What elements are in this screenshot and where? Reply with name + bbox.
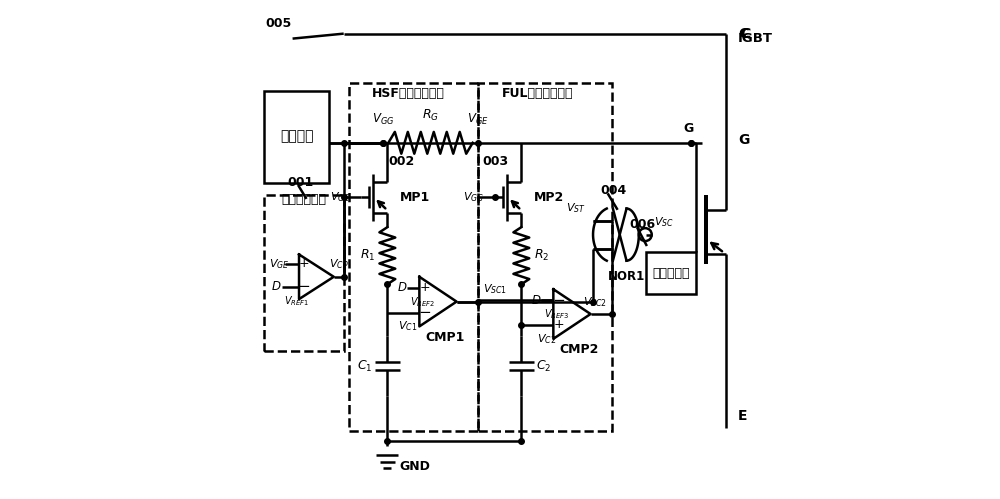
Bar <box>646 252 696 294</box>
Text: +: + <box>419 281 430 294</box>
Text: $V_{C1}$: $V_{C1}$ <box>398 319 417 333</box>
Bar <box>349 83 478 431</box>
Text: $D$: $D$ <box>397 281 407 294</box>
Text: $V_{GE}$: $V_{GE}$ <box>330 191 350 204</box>
Text: 驱动电路: 驱动电路 <box>280 129 313 143</box>
Text: $V_{GE}$: $V_{GE}$ <box>467 111 488 127</box>
Text: NOR1: NOR1 <box>608 270 645 283</box>
Text: $V_{CP}$: $V_{CP}$ <box>329 257 349 271</box>
Text: $V_{GE}$: $V_{GE}$ <box>269 257 290 271</box>
Text: 004: 004 <box>601 185 627 198</box>
Text: 软关断电路: 软关断电路 <box>652 266 690 279</box>
Text: $V_{REF3}$: $V_{REF3}$ <box>544 307 569 321</box>
Text: FUL短路检测电路: FUL短路检测电路 <box>501 87 573 100</box>
Text: $R_2$: $R_2$ <box>534 248 549 263</box>
Text: −: − <box>552 292 565 307</box>
Bar <box>264 91 329 183</box>
Text: $V_{SC1}$: $V_{SC1}$ <box>483 282 507 296</box>
Text: $R_G$: $R_G$ <box>422 108 439 123</box>
Bar <box>264 195 344 351</box>
Text: −: − <box>418 305 431 320</box>
Text: $V_{GG}$: $V_{GG}$ <box>463 191 484 204</box>
Text: $C_2$: $C_2$ <box>536 359 552 374</box>
Text: $V_{ST}$: $V_{ST}$ <box>566 202 586 215</box>
Text: 005: 005 <box>266 17 292 30</box>
Text: C: C <box>738 26 748 40</box>
Text: 001: 001 <box>288 176 314 189</box>
Text: +: + <box>553 318 564 331</box>
Text: $V_{SC2}$: $V_{SC2}$ <box>583 295 607 308</box>
Text: CMP1: CMP1 <box>426 331 465 344</box>
Text: CMP2: CMP2 <box>560 343 599 356</box>
Text: $V_{GG}$: $V_{GG}$ <box>372 111 395 127</box>
Text: G: G <box>683 122 694 135</box>
Text: 002: 002 <box>388 155 415 168</box>
Text: G: G <box>738 133 750 147</box>
Text: $V_{C2}$: $V_{C2}$ <box>537 332 556 346</box>
Text: +: + <box>299 257 309 270</box>
Text: GND: GND <box>400 460 431 473</box>
Text: $D$: $D$ <box>531 293 541 306</box>
Text: HSF短路检测电路: HSF短路检测电路 <box>372 87 445 100</box>
Text: $V_{SC}$: $V_{SC}$ <box>654 215 674 229</box>
Text: MP2: MP2 <box>534 191 564 204</box>
Text: IGBT: IGBT <box>738 32 773 45</box>
Text: 003: 003 <box>483 155 509 168</box>
Text: C: C <box>741 26 751 40</box>
Text: $D$: $D$ <box>271 280 282 293</box>
Text: $C_1$: $C_1$ <box>357 359 372 374</box>
Text: 006: 006 <box>629 218 655 231</box>
Text: E: E <box>738 409 748 423</box>
Text: 检测控制电路: 检测控制电路 <box>281 194 326 207</box>
Text: $R_1$: $R_1$ <box>360 248 375 263</box>
Text: MP1: MP1 <box>400 191 430 204</box>
Text: $V_{REF1}$: $V_{REF1}$ <box>284 294 309 308</box>
Text: −: − <box>298 279 310 294</box>
Text: $V_{REF2}$: $V_{REF2}$ <box>410 295 435 309</box>
Bar <box>478 83 612 431</box>
